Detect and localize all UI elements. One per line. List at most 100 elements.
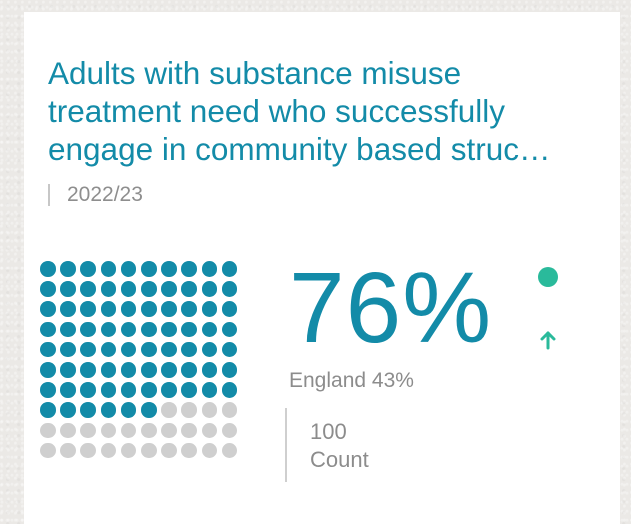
waffle-dot-filled xyxy=(221,382,238,398)
waffle-dot-empty xyxy=(60,442,76,459)
waffle-dot-filled xyxy=(120,261,137,277)
waffle-dot-filled xyxy=(161,362,177,378)
waffle-dot-filled xyxy=(100,341,117,358)
waffle-dot-filled xyxy=(181,341,197,358)
waffle-dot-empty xyxy=(120,422,137,439)
waffle-dot-filled xyxy=(100,402,117,418)
waffle-dot-empty xyxy=(201,442,218,459)
waffle-dot-filled xyxy=(161,341,177,358)
count-block: 100 Count xyxy=(285,408,369,482)
waffle-dot-filled xyxy=(161,261,177,277)
waffle-dot-filled xyxy=(181,261,197,277)
waffle-dot-empty xyxy=(100,442,117,459)
waffle-dot-filled xyxy=(80,321,96,338)
waffle-dot-filled xyxy=(80,341,96,358)
waffle-dot-filled xyxy=(80,281,96,297)
waffle-dot-empty xyxy=(181,402,197,418)
waffle-dot-filled xyxy=(221,362,238,378)
waffle-dot-empty xyxy=(181,442,197,459)
waffle-dot-filled xyxy=(221,341,238,358)
indicator-title-line: engage in community based struc… xyxy=(48,131,551,167)
waffle-dot-filled xyxy=(60,362,76,378)
waffle-dot-empty xyxy=(221,442,238,459)
waffle-dot-filled xyxy=(221,261,238,277)
waffle-dot-filled xyxy=(100,362,117,378)
waffle-dot-filled xyxy=(120,341,137,358)
waffle-dot-filled xyxy=(60,382,76,398)
waffle-dot-filled xyxy=(141,281,157,297)
waffle-dot-filled xyxy=(100,281,117,297)
waffle-dot-filled xyxy=(141,261,157,277)
waffle-dot-filled xyxy=(161,382,177,398)
indicator-title-line: Adults with substance misuse xyxy=(48,55,462,91)
waffle-dot-empty xyxy=(181,422,197,439)
waffle-dot-filled xyxy=(181,281,197,297)
waffle-dot-filled xyxy=(60,341,76,358)
waffle-dot-filled xyxy=(141,321,157,338)
waffle-dot-filled xyxy=(120,382,137,398)
waffle-dot-filled xyxy=(201,281,218,297)
waffle-dot-filled xyxy=(100,382,117,398)
waffle-dot-filled xyxy=(40,261,56,277)
waffle-dot-empty xyxy=(100,422,117,439)
waffle-dot-filled xyxy=(221,321,238,338)
waffle-dot-filled xyxy=(141,362,157,378)
waffle-dot-filled xyxy=(201,261,218,277)
waffle-dot-filled xyxy=(201,301,218,317)
waffle-dot-filled xyxy=(100,321,117,338)
waffle-dot-empty xyxy=(60,422,76,439)
waffle-dot-empty xyxy=(40,422,56,439)
waffle-dot-filled xyxy=(120,301,137,317)
indicator-title: Adults with substance misuse treatment n… xyxy=(48,54,614,168)
waffle-dot-filled xyxy=(221,301,238,317)
waffle-dot-filled xyxy=(40,281,56,297)
waffle-dot-filled xyxy=(141,341,157,358)
waffle-dot-filled xyxy=(60,301,76,317)
indicator-title-line: treatment need who successfully xyxy=(48,93,505,129)
waffle-dot-empty xyxy=(141,442,157,459)
waffle-dot-filled xyxy=(141,301,157,317)
waffle-dot-filled xyxy=(100,261,117,277)
waffle-dot-filled xyxy=(161,321,177,338)
waffle-dot-filled xyxy=(120,362,137,378)
waffle-dot-empty xyxy=(80,442,96,459)
waffle-dot-filled xyxy=(161,281,177,297)
waffle-dot-filled xyxy=(201,382,218,398)
waffle-dot-empty xyxy=(141,422,157,439)
waffle-dot-empty xyxy=(120,442,137,459)
waffle-dot-filled xyxy=(60,402,76,418)
waffle-dot-filled xyxy=(40,341,56,358)
waffle-dot-empty xyxy=(221,422,238,439)
waffle-dot-filled xyxy=(80,402,96,418)
indicator-value: 76% xyxy=(289,252,493,364)
waffle-dot-filled xyxy=(80,261,96,277)
waffle-dot-filled xyxy=(80,382,96,398)
waffle-dot-filled xyxy=(60,321,76,338)
waffle-dot-empty xyxy=(161,422,177,439)
period-label: 2022/23 xyxy=(48,184,143,206)
waffle-dot-filled xyxy=(201,321,218,338)
waffle-dot-filled xyxy=(40,362,56,378)
waffle-dot-filled xyxy=(40,301,56,317)
waffle-dot-filled xyxy=(80,301,96,317)
waffle-dot-empty xyxy=(201,402,218,418)
waffle-dot-filled xyxy=(40,382,56,398)
arrow-up-icon xyxy=(540,331,556,350)
waffle-dot-filled xyxy=(40,402,56,418)
waffle-dot-filled xyxy=(201,362,218,378)
waffle-dot-filled xyxy=(141,382,157,398)
waffle-dot-empty xyxy=(80,422,96,439)
waffle-dot-filled xyxy=(60,261,76,277)
waffle-dot-empty xyxy=(161,402,177,418)
waffle-dot-filled xyxy=(80,362,96,378)
waffle-dot-filled xyxy=(181,382,197,398)
waffle-dot-filled xyxy=(181,321,197,338)
waffle-chart xyxy=(40,261,252,473)
waffle-dot-empty xyxy=(221,402,238,418)
waffle-dot-empty xyxy=(40,442,56,459)
waffle-dot-filled xyxy=(161,301,177,317)
waffle-dot-filled xyxy=(201,341,218,358)
status-dot-icon xyxy=(538,267,558,287)
waffle-dot-filled xyxy=(120,281,137,297)
indicator-card[interactable]: Adults with substance misuse treatment n… xyxy=(24,12,620,524)
